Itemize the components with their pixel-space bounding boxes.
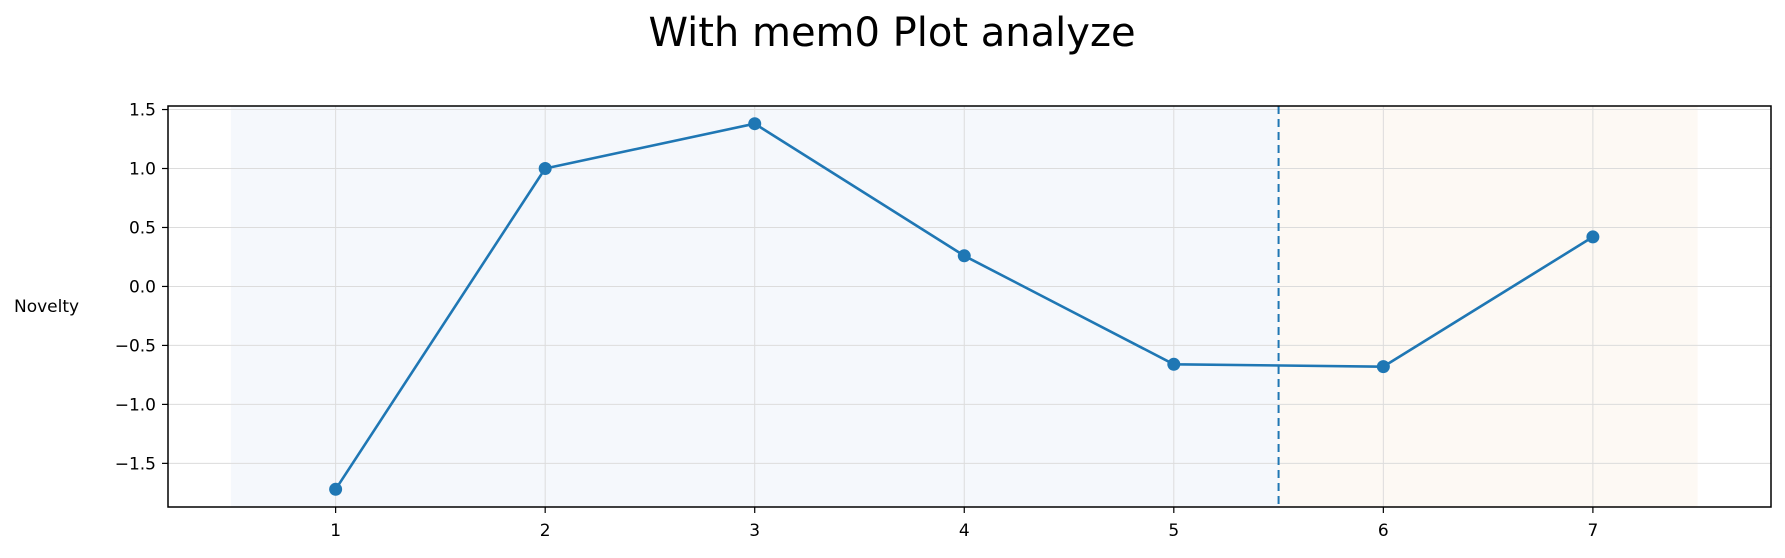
y-tick-label: −0.5 — [115, 336, 156, 356]
gridlines — [168, 106, 1771, 507]
x-tick-label: 6 — [1378, 521, 1389, 541]
data-point — [1167, 357, 1181, 371]
axis-ticks: 1 2 3 4 5 6 7 1.5 1.0 0.5 0.0 −0.5 −1.0 −1.5 — [115, 101, 1599, 541]
x-tick-label: 5 — [1168, 521, 1179, 541]
chart-title: With mem0 Plot analyze — [648, 10, 1135, 56]
y-tick-label: 0.5 — [129, 218, 156, 238]
y-tick-label: −1.0 — [115, 395, 156, 415]
data-point — [1586, 230, 1600, 244]
x-tick-label: 2 — [540, 521, 551, 541]
y-tick-label: 0.0 — [129, 277, 156, 297]
data-point — [748, 117, 762, 131]
data-point — [329, 482, 343, 496]
y-axis-label: Novelty — [14, 297, 79, 317]
y-tick-label: 1.0 — [129, 160, 156, 180]
data-point — [957, 249, 971, 263]
x-tick-label: 7 — [1587, 521, 1598, 541]
data-series — [329, 106, 1600, 507]
shaded-region-2 — [1278, 106, 1698, 507]
data-point — [1376, 360, 1390, 374]
data-point — [538, 162, 552, 176]
x-tick-label: 4 — [959, 521, 970, 541]
x-tick-label: 1 — [330, 521, 341, 541]
plot-frame — [167, 105, 1772, 508]
x-tick-label: 3 — [749, 521, 760, 541]
y-tick-label: 1.5 — [129, 101, 156, 121]
y-tick-label: −1.5 — [115, 454, 156, 474]
